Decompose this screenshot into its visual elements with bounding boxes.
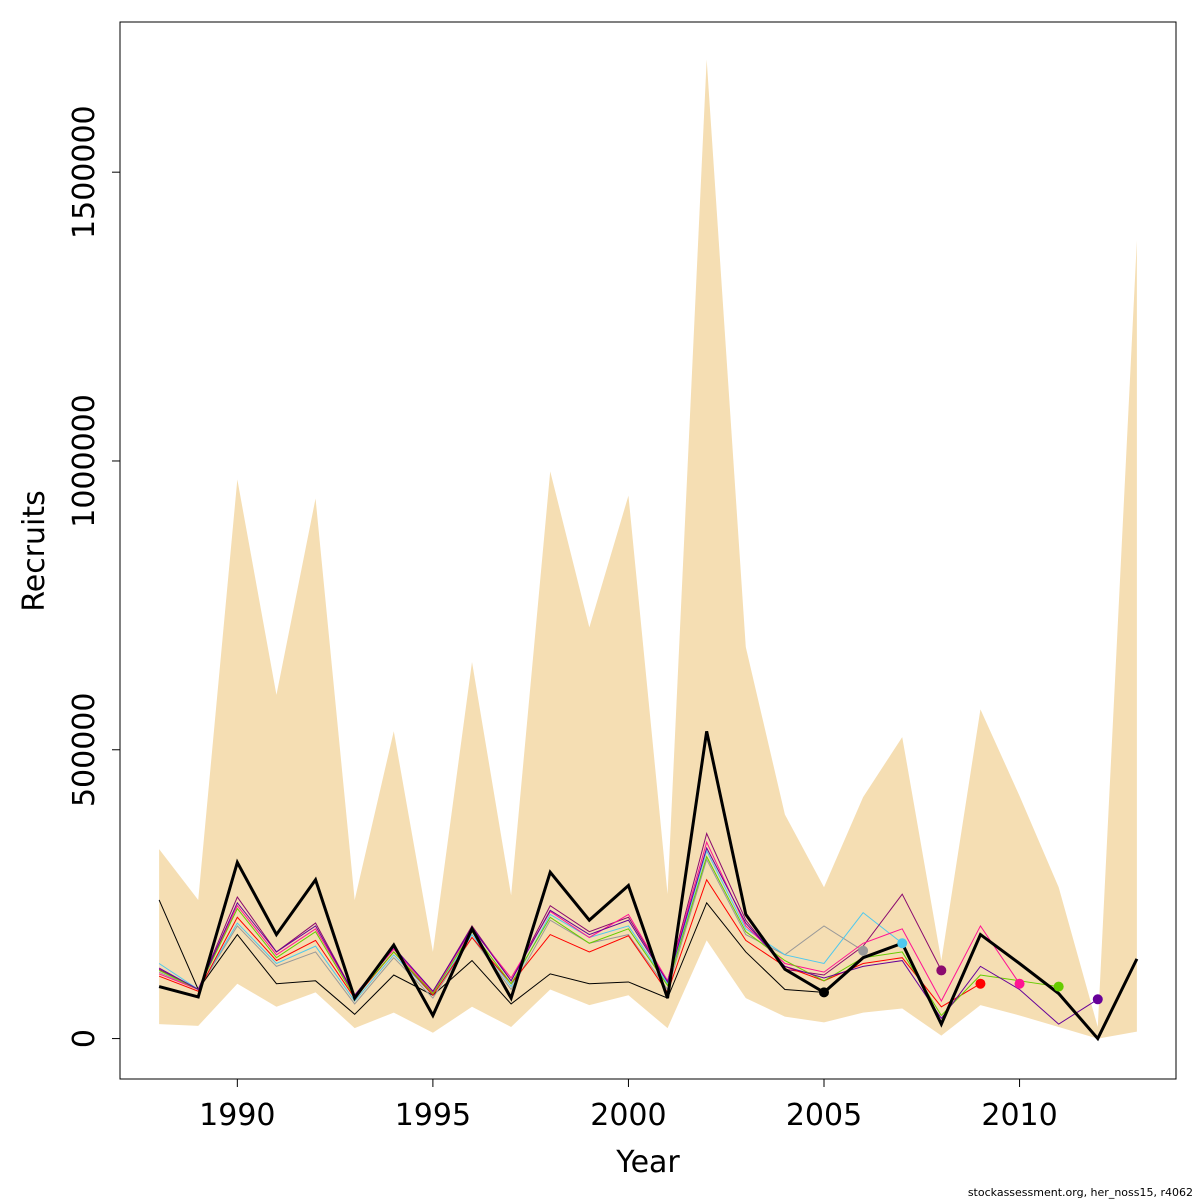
series-line-6 <box>158 840 1020 1003</box>
series-end-point-8 <box>1092 994 1103 1005</box>
point-layer <box>819 938 1103 1005</box>
series-end-point-4 <box>936 965 947 976</box>
series-line-0 <box>158 730 1139 1042</box>
y-axis: 0 500000 1000000 1500000 <box>67 105 120 1048</box>
x-tick-label-2010: 2010 <box>981 1098 1057 1133</box>
series-line-7 <box>158 855 1059 1017</box>
series-end-point-3 <box>897 938 908 949</box>
plot-frame <box>119 21 1177 1080</box>
series-end-point-6 <box>1014 978 1025 989</box>
y-axis-title: Recruits <box>17 490 52 612</box>
x-tick-label-2000: 2000 <box>590 1098 666 1133</box>
x-tick-label-1995: 1995 <box>395 1098 471 1133</box>
credit-text: stockassessment.org, her_noss15, r4062 <box>968 1186 1193 1199</box>
series-line-8 <box>158 846 1099 1025</box>
series-end-point-5 <box>975 978 986 989</box>
x-axis: 1990 1995 2000 2005 2010 <box>199 1079 1058 1133</box>
series-end-point-1 <box>819 987 829 998</box>
y-tick-label-1500000: 1500000 <box>67 105 102 239</box>
series-end-point-2 <box>858 945 869 956</box>
series-end-point-7 <box>1053 981 1064 992</box>
series-line-2 <box>158 858 864 1005</box>
x-tick-label-1990: 1990 <box>199 1098 275 1133</box>
x-axis-title: Year <box>615 1145 680 1180</box>
y-tick-label-500000: 500000 <box>67 693 102 808</box>
confidence-band-layer <box>159 59 1137 1039</box>
confidence-band <box>159 59 1137 1039</box>
y-tick-label-0: 0 <box>67 1029 102 1048</box>
series-line-1 <box>158 899 825 1015</box>
y-tick-label-1000000: 1000000 <box>67 394 102 528</box>
series-layer <box>158 730 1139 1042</box>
x-tick-label-2005: 2005 <box>786 1098 862 1133</box>
series-line-4 <box>158 832 942 997</box>
